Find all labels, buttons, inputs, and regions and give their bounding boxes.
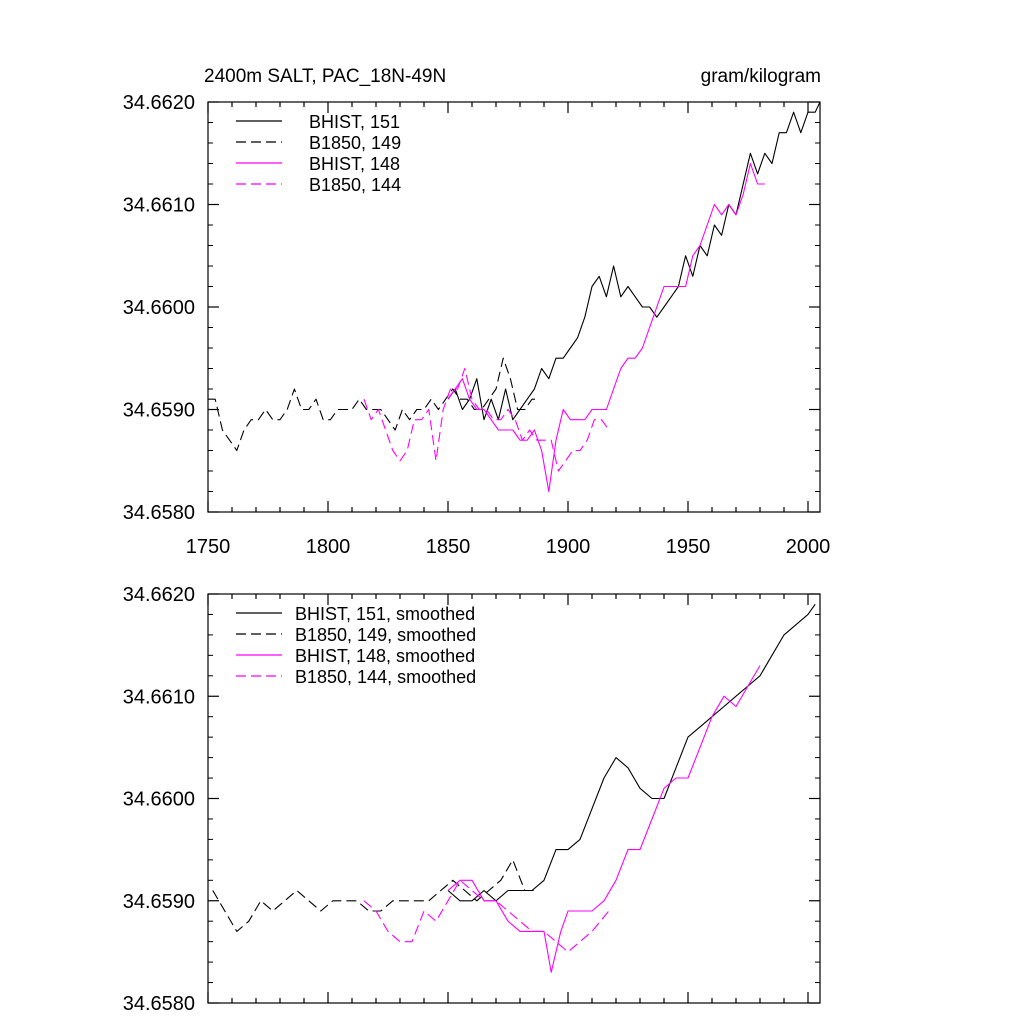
legend-label-b1850-144-smoothed: B1850, 144, smoothed [295, 667, 476, 687]
y-tick-label: 34.6580 [123, 993, 195, 1015]
legend-label-bhist-151-smoothed: BHIST, 151, smoothed [295, 604, 475, 624]
y-tick-label: 34.6620 [123, 92, 195, 114]
y-tick-label: 34.6580 [123, 502, 195, 524]
legend-label-b1850-149: B1850, 149 [309, 133, 401, 153]
series-line-bhist-148 [447, 162, 765, 493]
x-tick-label: 1850 [426, 536, 471, 558]
bottom-panel: BHIST, 151, smoothed B1850, 149, smoothe… [123, 584, 821, 1015]
series-line-bhist-148-smoothed [447, 665, 761, 973]
series-line-b1850-144-smoothed [363, 879, 610, 953]
series-line-b1850-149 [208, 357, 540, 452]
series-line-bhist-151 [447, 101, 821, 421]
x-tick-label: 1900 [546, 536, 591, 558]
y-tick-label: 34.6590 [123, 891, 195, 913]
y-tick-label: 34.6590 [123, 400, 195, 422]
y-tick-label: 34.6620 [123, 584, 195, 606]
top-panel: 2400m SALT, PAC_18N-49N gram/kilogram BH… [123, 66, 831, 558]
y-tick-label: 34.6600 [123, 297, 195, 319]
units-label: gram/kilogram [701, 66, 821, 87]
x-tick-label: 1750 [186, 536, 231, 558]
plot-frame [207, 101, 821, 513]
series-line-bhist-151-smoothed [447, 603, 816, 902]
legend-label-bhist-151: BHIST, 151 [309, 112, 400, 132]
legend: BHIST, 151 B1850, 149 BHIST, 148 B1850, … [236, 112, 401, 195]
legend-smoothed: BHIST, 151, smoothed B1850, 149, smoothe… [236, 604, 476, 687]
x-tick-label: 1950 [666, 536, 711, 558]
legend-label-bhist-148-smoothed: BHIST, 148, smoothed [295, 646, 475, 666]
legend-label-b1850-149-smoothed: B1850, 149, smoothed [295, 625, 476, 645]
y-tick-label: 34.6610 [123, 195, 195, 217]
y-tick-label: 34.6610 [123, 686, 195, 708]
chart-title: 2400m SALT, PAC_18N-49N [204, 66, 446, 87]
legend-label-b1850-144: B1850, 144 [309, 175, 401, 195]
legend-label-bhist-148: BHIST, 148 [309, 154, 400, 174]
series-line-b1850-149-smoothed [212, 859, 537, 932]
x-tick-label: 1800 [306, 536, 351, 558]
y-tick-label: 34.6600 [123, 789, 195, 811]
series-line-b1850-144 [363, 367, 610, 472]
x-tick-label: 2000 [786, 536, 831, 558]
